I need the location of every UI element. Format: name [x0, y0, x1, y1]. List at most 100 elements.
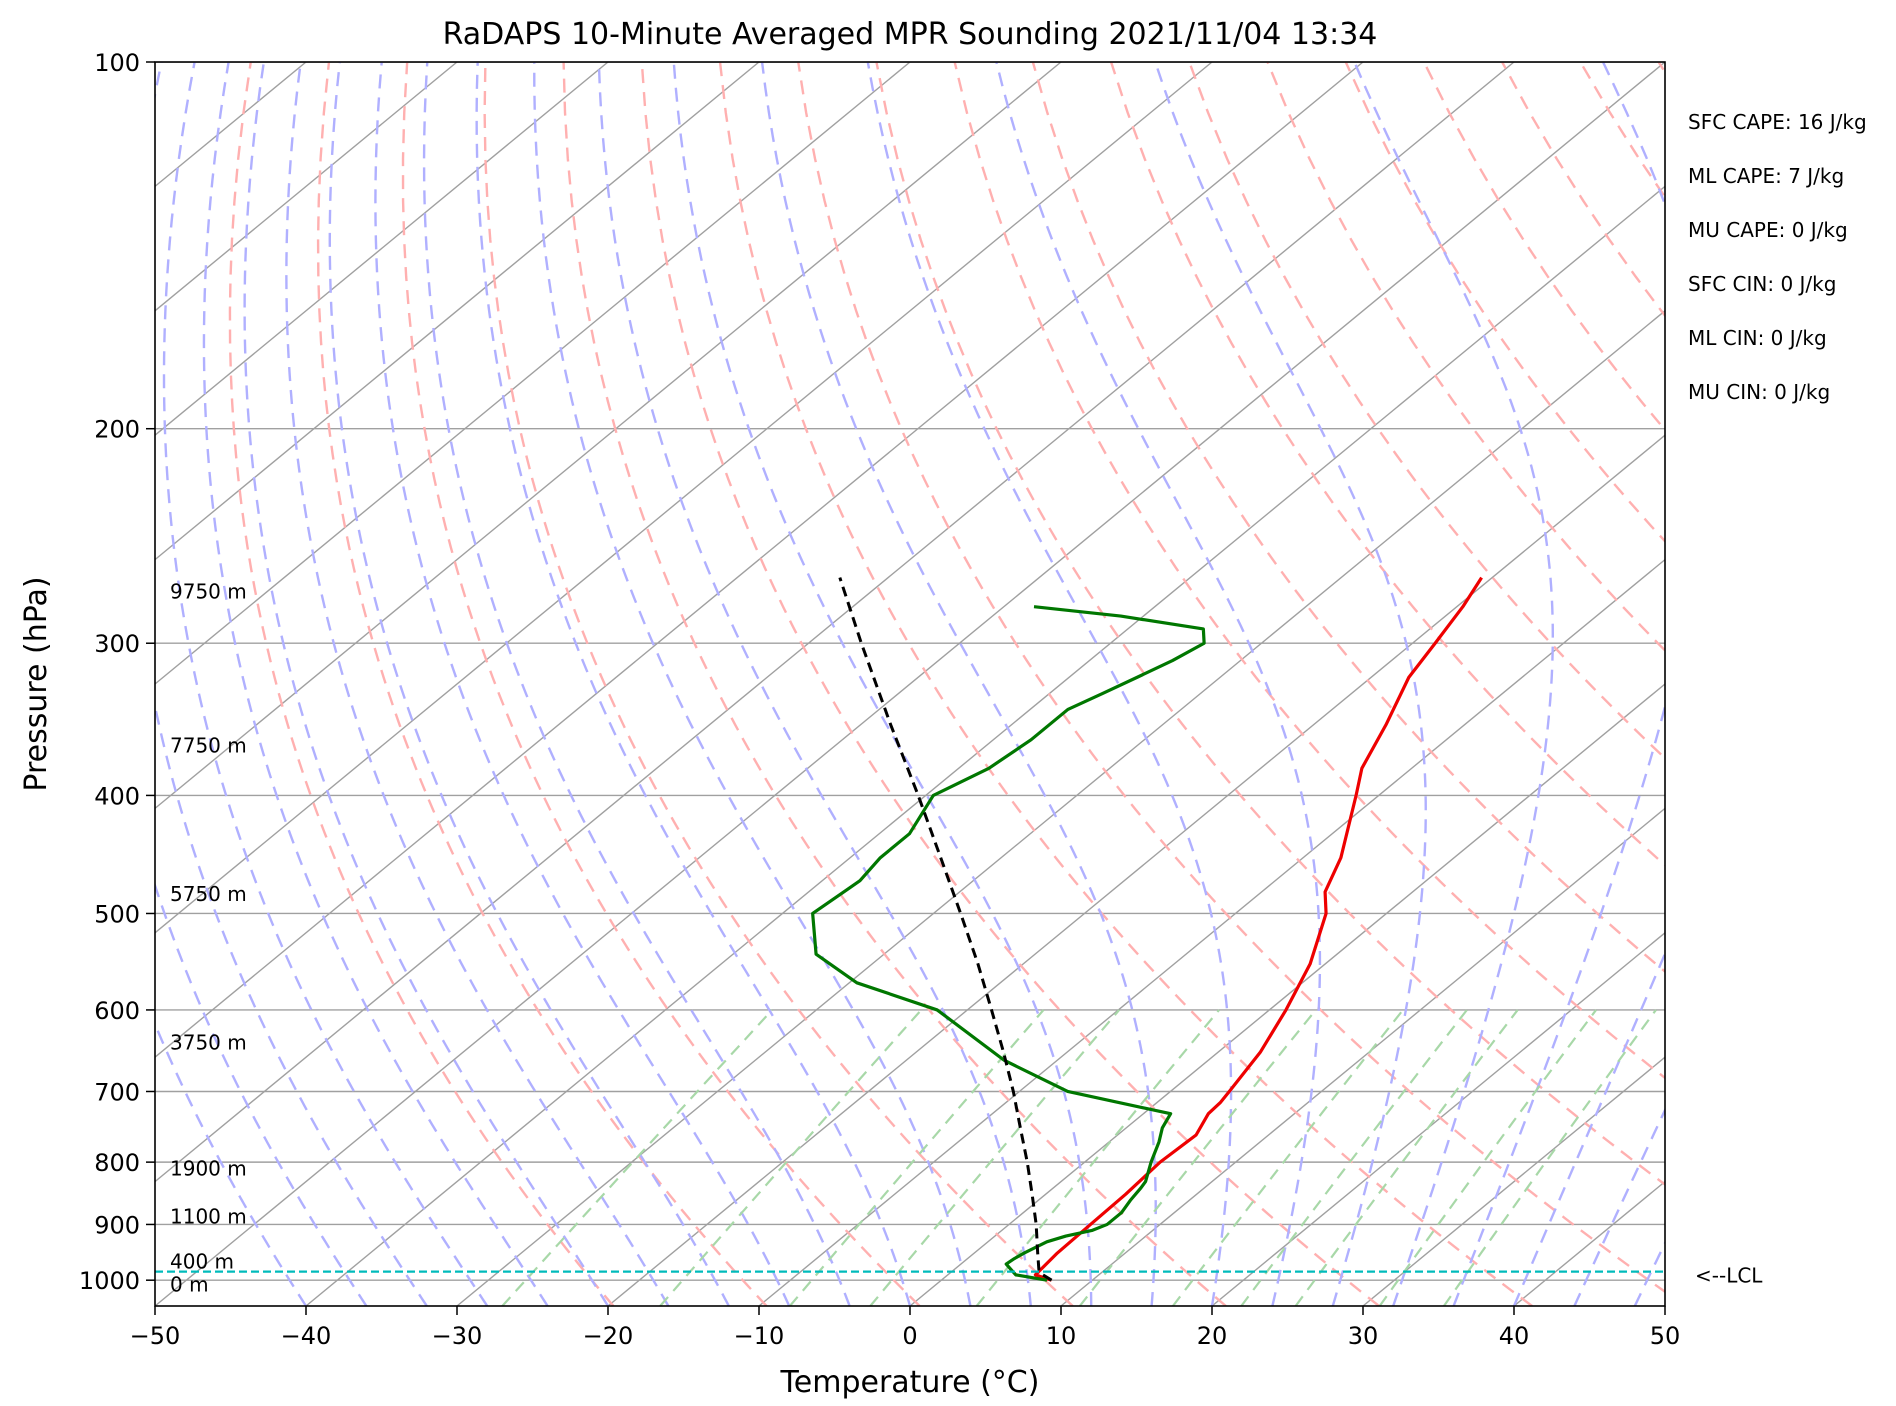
- isotherm-line: [1060, 807, 1665, 1306]
- x-tick-label: −30: [432, 1322, 483, 1350]
- dry-adiabat: [718, 62, 1533, 1306]
- plot-annotations: <--LCL 9750 m 7750 m 5750 m 3750 m 1900 m 1100…: [170, 110, 1867, 1296]
- moist-adiabat: [533, 62, 972, 1306]
- moist-adiabat: [155, 881, 368, 1306]
- y-tick-label: 100: [94, 49, 140, 77]
- isotherm-line: [155, 62, 609, 437]
- x-tick-label: −10: [734, 1322, 785, 1350]
- moist-adiabat: [1633, 1240, 1665, 1306]
- mixing-ratio-line: [1378, 1009, 1597, 1306]
- moist-adiabat: [285, 62, 670, 1306]
- moist-adiabat: [422, 62, 851, 1306]
- y-tick-label: 200: [94, 416, 140, 444]
- height-label: 9750 m: [170, 579, 247, 603]
- mixing-ratio-line: [869, 1009, 1121, 1306]
- stability-annotation: SFC CAPE: 16 J/kg: [1688, 110, 1867, 134]
- isotherm-line: [155, 62, 1062, 810]
- x-tick-label: 10: [1046, 1322, 1077, 1350]
- moist-adiabat: [995, 62, 1322, 1306]
- isotherm-line: [155, 62, 1364, 1059]
- dry-adiabat: [316, 62, 768, 1306]
- dry-adiabat: [228, 62, 615, 1306]
- height-label: 1900 m: [170, 1157, 247, 1181]
- isotherm-line: [155, 62, 1665, 1306]
- isotherm-line: [758, 558, 1665, 1306]
- mixing-ratio-line: [975, 1009, 1220, 1306]
- height-label: 1100 m: [170, 1205, 247, 1229]
- moist-adiabat: [374, 62, 791, 1306]
- y-tick-label: 800: [94, 1149, 140, 1177]
- sounding-traces: [155, 576, 1665, 1282]
- x-tick-label: −40: [281, 1322, 332, 1350]
- y-tick-label: 500: [94, 900, 140, 928]
- mixing-ratio-line: [1240, 1009, 1468, 1306]
- dry-adiabat: [562, 62, 1227, 1306]
- dry-adiabat: [1031, 62, 1665, 974]
- dry-adiabat: [401, 62, 921, 1306]
- axes: −50 −40 −30 −20 −10 0 10 20 30 40 50 100 200 300 400 50…: [79, 49, 1680, 1350]
- dry-adiabat: [1579, 62, 1665, 200]
- mixing-ratio-line: [659, 1009, 923, 1306]
- y-tick-label: 1000: [79, 1267, 140, 1295]
- y-tick-label: 900: [94, 1211, 140, 1239]
- stability-annotation: ML CAPE: 7 J/kg: [1688, 164, 1844, 188]
- isotherm-line: [305, 185, 1665, 1306]
- moist-adiabat: [1573, 1107, 1665, 1306]
- x-tick-label: 20: [1197, 1322, 1228, 1350]
- x-axis-label: Temperature (°C): [780, 1365, 1040, 1400]
- height-label: 0 m: [170, 1272, 209, 1296]
- moist-adiabat: [1452, 62, 1665, 1306]
- stability-annotation: MU CIN: 0 J/kg: [1688, 380, 1830, 404]
- height-label: 5750 m: [170, 882, 247, 906]
- moist-adiabat: [1353, 62, 1555, 1306]
- isotherm-line: [1664, 1305, 1665, 1306]
- dry-adiabat: [797, 62, 1665, 1294]
- moist-adiabat: [328, 62, 730, 1306]
- moist-adiabat: [672, 62, 1093, 1306]
- dry-adiabat: [640, 62, 1380, 1306]
- moist-adiabat: [202, 62, 549, 1306]
- isotherm-line: [1816, 62, 1896, 1306]
- dry-adiabat: [1501, 62, 1665, 318]
- dry-adiabat: [1815, 62, 1896, 1306]
- x-tick-label: 0: [902, 1322, 917, 1350]
- dry-adiabat: [1657, 62, 1665, 75]
- lcl-label: <--LCL: [1695, 1264, 1763, 1288]
- parcel-path-line: [838, 577, 1053, 1282]
- height-label: 7750 m: [170, 734, 247, 758]
- x-tick-label: −50: [130, 1322, 181, 1350]
- x-tick-label: 30: [1348, 1322, 1379, 1350]
- isotherm-line: [456, 309, 1665, 1306]
- y-tick-label: 600: [94, 997, 140, 1025]
- stability-annotation: MU CAPE: 0 J/kg: [1688, 218, 1848, 242]
- height-label: 400 m: [170, 1249, 234, 1273]
- moist-adiabat: [1512, 950, 1665, 1306]
- mixing-ratio-line: [501, 1009, 773, 1306]
- isotherm-line: [155, 62, 760, 561]
- moist-adiabat: [760, 62, 1157, 1306]
- moist-adiabat: [597, 62, 1032, 1306]
- dry-adiabat: [953, 62, 1665, 1080]
- x-tick-label: 50: [1650, 1322, 1681, 1350]
- dry-adiabat: [1737, 62, 1896, 1306]
- stability-annotation: SFC CIN: 0 J/kg: [1688, 272, 1836, 296]
- isotherm-line: [155, 62, 1213, 934]
- mixing-ratio-line: [789, 1009, 1045, 1306]
- moist-adiabat: [162, 62, 489, 1306]
- mixing-ratio-line: [1172, 1009, 1404, 1306]
- isotherm-line: [1362, 1056, 1665, 1306]
- isotherm-line: [1211, 931, 1665, 1306]
- moist-adiabat: [866, 62, 1233, 1306]
- dry-adiabat: [1422, 62, 1665, 432]
- isotherm-line: [155, 62, 1515, 1183]
- moist-adiabat: [475, 62, 912, 1306]
- stability-annotation: ML CIN: 0 J/kg: [1688, 326, 1827, 350]
- mixing-ratio-line: [1294, 1009, 1519, 1306]
- mixing-ratio-line: [1443, 1009, 1657, 1306]
- moist-adiabat: [155, 62, 428, 1306]
- isotherm-line: [155, 62, 911, 685]
- y-tick-label: 400: [94, 782, 140, 810]
- temperature-line: [1033, 576, 1483, 1282]
- y-tick-label: 700: [94, 1078, 140, 1106]
